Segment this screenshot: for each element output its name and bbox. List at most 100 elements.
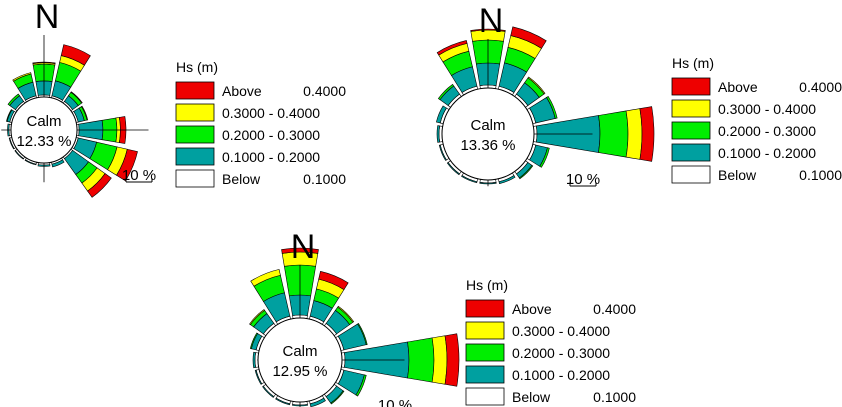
- legend-1-swatch-3: [175, 147, 215, 166]
- rose-1-petal-67.5-bin-3: [81, 105, 89, 121]
- legend-1: Hs (m) Above 0.4000 0.3000 - 0.4000 0.2000 …: [175, 59, 346, 188]
- rose-1-petal-225-bin-1: [14, 149, 25, 160]
- legend-2-swatch-0: [671, 77, 711, 96]
- legend-1-label-0: Above: [222, 83, 262, 99]
- legend-2-items: Above 0.4000 0.3000 - 0.4000 0.2000 - 0.300…: [671, 77, 842, 184]
- wind-rose-3: Calm 12.95 % N 10 %: [249, 228, 460, 407]
- rose-2-petal-157.5-bin-1: [498, 175, 516, 185]
- legend-2-value-0: 0.4000: [799, 79, 842, 95]
- legend-3-swatch-1: [465, 321, 505, 340]
- rose-1-north-label: N: [35, 0, 60, 36]
- legend-3-label-0: Above: [512, 301, 552, 317]
- legend-2-label-4: Below: [718, 167, 757, 183]
- legend-1-value-0: 0.4000: [303, 83, 346, 99]
- rose-3-calm-circle: [257, 317, 343, 403]
- legend-3-label-4: Below: [512, 389, 551, 405]
- rose-2-petal-45-bin-3: [527, 76, 546, 95]
- rose-3-petal-90-bin-2: [407, 337, 435, 383]
- wind-rose-2: Calm 13.36 % N 10 %: [435, 2, 655, 188]
- rose-1-petal-0-bin-4: [32, 61, 56, 64]
- rose-3-petal-135-bin-2: [330, 390, 345, 405]
- rose-2-petal-202.5-bin-1: [461, 175, 478, 184]
- rose-2-petal-337.5-bin-4: [436, 40, 468, 56]
- legend-1-swatch-4: [175, 169, 215, 188]
- rose-2-petal-90-bin-4: [639, 106, 655, 162]
- rose-3-petal-45-bin-3: [337, 305, 355, 323]
- legend-1-value-4: 0.1000: [303, 171, 346, 187]
- rose-1-scale-bar: [125, 178, 153, 183]
- rose-3-calm-label: Calm: [282, 343, 317, 360]
- legend-3-swatch-4: [465, 387, 505, 406]
- rose-2-scale-label: 10 %: [566, 171, 600, 188]
- rose-3-scale-label: 10 %: [378, 397, 412, 407]
- legend-1-swatch-2: [175, 125, 215, 144]
- legend-3: Hs (m) Above 0.4000 0.3000 - 0.4000 0.2000 …: [465, 277, 636, 406]
- rose-2-petal-112.5-bin-2: [539, 147, 550, 168]
- rose-1-calm-circle: [10, 96, 78, 164]
- rose-2-petal-225-bin-1: [446, 162, 460, 176]
- rose-2-calm-label: Calm: [470, 117, 505, 134]
- rose-1-petal-157.5-bin-1: [51, 159, 65, 168]
- rose-1-petal-112.5-bin-4: [116, 148, 138, 182]
- legend-1-swatch-0: [175, 81, 215, 100]
- rose-3-petal-225-bin-1: [262, 385, 275, 398]
- rose-3-petal-67.5-bin-2: [357, 323, 368, 346]
- legend-2-value-4: 0.1000: [799, 167, 842, 183]
- legend-2-label-3: 0.1000 - 0.2000: [718, 145, 816, 161]
- legend-1-items: Above 0.4000 0.3000 - 0.4000 0.2000 - 0.300…: [175, 81, 346, 188]
- rose-1-calm-value: 12.33 %: [16, 133, 71, 150]
- rose-3-petal-202.5-bin-1: [275, 397, 291, 406]
- rose-3-petal-247.5-bin-1: [254, 369, 263, 385]
- legend-2-label-1: 0.3000 - 0.4000: [718, 101, 816, 117]
- rose-3-petal-292.5-bin-2: [249, 332, 259, 350]
- rose-1-calm-label: Calm: [26, 113, 61, 130]
- rose-1-petal-337.5-bin-3: [12, 72, 32, 82]
- rose-2-petal-247.5-bin-1: [438, 144, 447, 161]
- rose-1-petal-22.5-bin-4: [60, 44, 91, 66]
- rose-2-calm-value: 13.36 %: [460, 137, 515, 154]
- rose-3-petal-337.5-bin-3: [250, 269, 281, 287]
- rose-2-north-label: N: [479, 2, 504, 40]
- rose-1-scale-label: 10 %: [122, 167, 156, 184]
- legend-3-items: Above 0.4000 0.3000 - 0.4000 0.2000 - 0.300…: [465, 299, 636, 406]
- legend-2-swatch-3: [671, 143, 711, 162]
- rose-3-petal-270-bin-1: [252, 351, 256, 369]
- rose-1-petal-315-bin-2: [7, 93, 20, 106]
- legend-2-label-0: Above: [718, 79, 758, 95]
- legend-3-label-2: 0.2000 - 0.3000: [512, 345, 610, 361]
- legend-2-label-2: 0.2000 - 0.3000: [718, 123, 816, 139]
- legend-2-swatch-4: [671, 165, 711, 184]
- rose-3-petal-90-bin-4: [444, 333, 460, 387]
- legend-3-label-1: 0.3000 - 0.4000: [512, 323, 610, 339]
- rose-2-petal-315-bin-2: [437, 83, 455, 101]
- rose-1-petal-202.5-bin-1: [24, 159, 37, 166]
- rose-2-petal-67.5-bin-2: [546, 95, 558, 119]
- rose-2-petal-0-bin-4: [470, 28, 506, 32]
- legend-1-label-3: 0.1000 - 0.2000: [222, 149, 320, 165]
- rose-2-petal-270-bin-1: [436, 125, 441, 143]
- legend-2: Hs (m) Above 0.4000 0.3000 - 0.4000 0.2000 …: [671, 55, 842, 184]
- legend-3-swatch-0: [465, 299, 505, 318]
- legend-3-value-0: 0.4000: [593, 301, 636, 317]
- legend-1-label-2: 0.2000 - 0.3000: [222, 127, 320, 143]
- rose-2-petal-90-bin-2: [598, 110, 629, 158]
- legend-2-swatch-1: [671, 99, 711, 118]
- legend-3-value-4: 0.1000: [593, 389, 636, 405]
- rose-3-north-label: N: [291, 228, 316, 266]
- rose-3-petal-0-bin-4: [281, 247, 319, 254]
- legend-1-label-1: 0.3000 - 0.4000: [222, 105, 320, 121]
- rose-3-petal-315-bin-3: [249, 309, 265, 325]
- rose-3-petal-112.5-bin-2: [355, 374, 367, 397]
- rose-3-calm-value: 12.95 %: [272, 363, 327, 380]
- rose-1-petal-45-bin-3: [70, 91, 83, 104]
- rose-1-petal-247.5-bin-1: [8, 137, 15, 150]
- rose-2-petal-135-bin-2: [518, 164, 534, 180]
- legend-3-title: Hs (m): [466, 277, 508, 293]
- rose-2-petal-90-bin-3: [625, 108, 643, 160]
- rose-2-scale-bar: [569, 182, 597, 187]
- legend-1-label-4: Below: [222, 171, 261, 187]
- rose-1-petal-292.5-bin-2: [6, 109, 13, 122]
- rose-1-petals: [6, 44, 138, 198]
- rose-2-petal-22.5-bin-4: [510, 26, 547, 49]
